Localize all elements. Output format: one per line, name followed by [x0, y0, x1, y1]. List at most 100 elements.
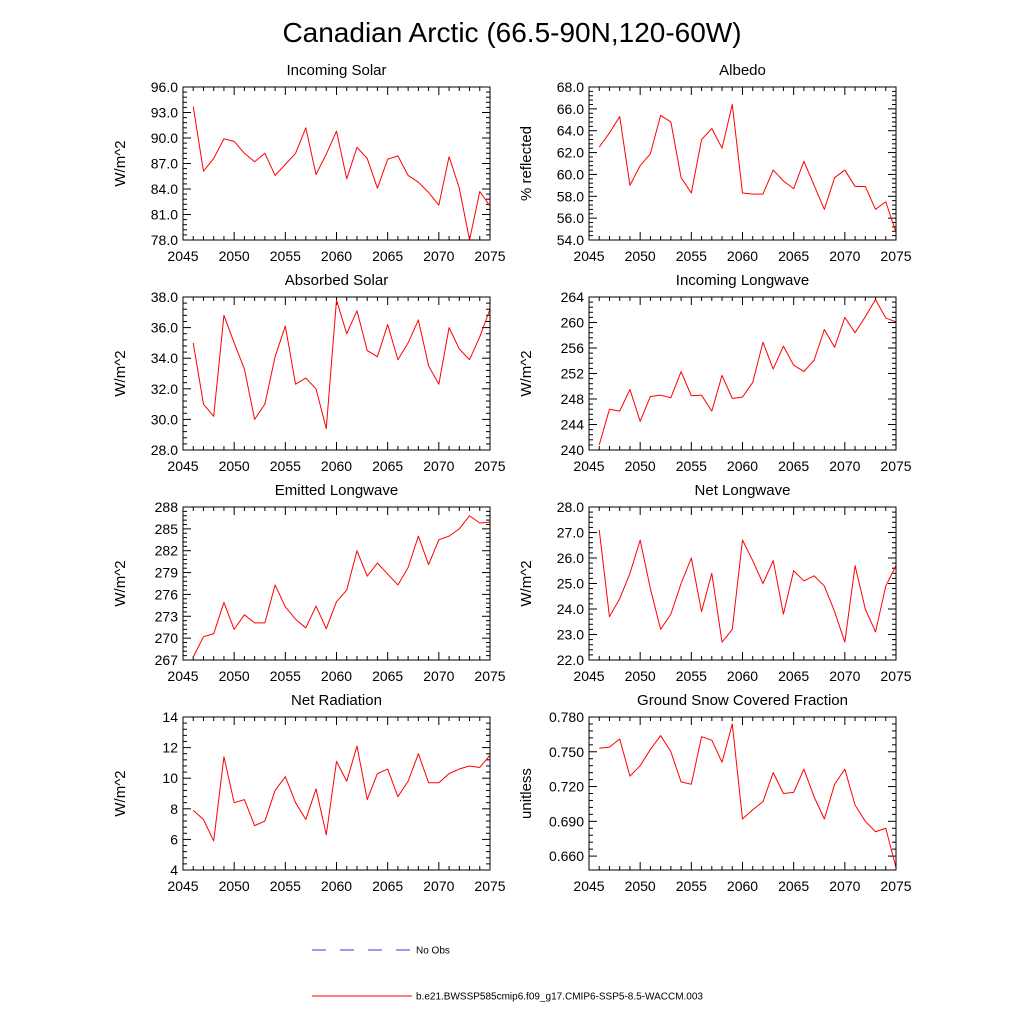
- x-tick-label: 2065: [778, 248, 809, 264]
- y-tick-label: 54.0: [557, 232, 584, 248]
- y-axis-label: W/m^2: [112, 560, 129, 606]
- plot-frame: [588, 506, 897, 661]
- x-tick-label: 2060: [321, 668, 352, 684]
- y-tick-label: 30.0: [151, 411, 178, 427]
- y-tick-label: 22.0: [557, 652, 584, 668]
- y-tick-label: 96.0: [151, 79, 178, 95]
- panel-3: Absorbed Solar 2045 2050 2055 2060 2065 2070 20…: [112, 272, 506, 474]
- x-tick-label: 2065: [372, 458, 403, 474]
- y-tick-label: 248: [561, 391, 585, 407]
- y-tick-label: 279: [155, 565, 179, 581]
- x-tick-label: 2075: [880, 248, 911, 264]
- x-tick-label: 2065: [372, 248, 403, 264]
- x-tick-label: 2070: [829, 668, 860, 684]
- x-tick-label: 2055: [270, 878, 301, 894]
- x-tick-label: 2055: [676, 458, 707, 474]
- series-line: [192, 106, 491, 241]
- panel-title: Absorbed Solar: [285, 272, 388, 289]
- panel-1: Incoming Solar 2045 2050 2055 2060 2065 2070 20…: [112, 62, 506, 264]
- panel-7: Net Radiation 2045 2050 2055 2060 2065 2070 207…: [112, 692, 506, 894]
- y-tick-label: 8: [170, 801, 178, 817]
- x-tick-label: 2065: [372, 668, 403, 684]
- y-tick-label: 282: [155, 543, 179, 559]
- x-tick-label: 2055: [270, 458, 301, 474]
- x-tick-label: 2060: [321, 248, 352, 264]
- y-tick-label: 38.0: [151, 289, 178, 305]
- y-tick-label: 81.0: [151, 207, 178, 223]
- series-line: [598, 529, 897, 643]
- y-tick-label: 14: [162, 709, 178, 725]
- y-axis-label: W/m^2: [518, 560, 535, 606]
- x-tick-label: 2050: [625, 878, 656, 894]
- x-tick-label: 2070: [423, 248, 454, 264]
- y-tick-label: 0.660: [549, 848, 584, 864]
- x-tick-label: 2050: [219, 668, 250, 684]
- plot-frame: [588, 716, 897, 871]
- x-tick-label: 2070: [423, 458, 454, 474]
- y-tick-label: 87.0: [151, 156, 178, 172]
- y-tick-label: 90.0: [151, 130, 178, 146]
- y-tick-label: 28.0: [557, 499, 584, 515]
- y-tick-label: 240: [561, 442, 585, 458]
- x-tick-label: 2060: [321, 458, 352, 474]
- y-tick-label: 264: [561, 289, 585, 305]
- y-tick-label: 58.0: [557, 188, 584, 204]
- x-tick-label: 2045: [573, 878, 604, 894]
- y-axis-label: W/m^2: [112, 770, 129, 816]
- y-tick-label: 78.0: [151, 232, 178, 248]
- plot-frame: [182, 296, 491, 451]
- x-tick-label: 2055: [676, 248, 707, 264]
- x-tick-label: 2045: [167, 458, 198, 474]
- y-tick-label: 267: [155, 652, 179, 668]
- y-tick-label: 64.0: [557, 123, 584, 139]
- panel-2: Albedo 2045 2050 2055 2060 2065 2070 2075 54.0 56…: [518, 62, 912, 264]
- x-tick-label: 2050: [219, 878, 250, 894]
- x-tick-label: 2075: [880, 878, 911, 894]
- y-tick-label: 6: [170, 831, 178, 847]
- panel-8: Ground Snow Covered Fraction 2045 2050 2055…: [518, 692, 912, 894]
- figure-title: Canadian Arctic (66.5-90N,120-60W): [282, 17, 741, 48]
- x-tick-label: 2055: [676, 668, 707, 684]
- y-tick-label: 276: [155, 586, 179, 602]
- series-line: [599, 723, 897, 868]
- y-tick-label: 26.0: [557, 550, 584, 566]
- legend: No Obs b.e21.BWSSP585cmip6.f09_g17.CMIP6-…: [312, 946, 703, 1003]
- plot-frame: [182, 86, 491, 241]
- x-tick-label: 2050: [219, 248, 250, 264]
- x-tick-label: 2060: [321, 878, 352, 894]
- x-tick-label: 2050: [219, 458, 250, 474]
- y-tick-label: 244: [561, 417, 585, 433]
- y-tick-label: 62.0: [557, 145, 584, 161]
- panel-title: Incoming Solar: [286, 62, 386, 79]
- y-tick-label: 273: [155, 608, 179, 624]
- x-tick-label: 2065: [778, 458, 809, 474]
- panels: Incoming Solar 2045 2050 2055 2060 2065 2070 20…: [112, 62, 912, 894]
- series-line: [192, 745, 491, 842]
- y-tick-label: 0.780: [549, 709, 584, 725]
- y-axis-label: % reflected: [518, 126, 535, 201]
- y-tick-label: 285: [155, 521, 179, 537]
- x-tick-label: 2070: [423, 668, 454, 684]
- x-tick-label: 2060: [727, 458, 758, 474]
- y-tick-label: 256: [561, 340, 585, 356]
- y-tick-label: 260: [561, 315, 585, 331]
- x-tick-label: 2045: [167, 248, 198, 264]
- panel-title: Incoming Longwave: [676, 272, 809, 289]
- panel-title: Net Radiation: [291, 692, 382, 709]
- legend-label: No Obs: [416, 946, 450, 957]
- y-tick-label: 56.0: [557, 210, 584, 226]
- x-tick-label: 2065: [778, 878, 809, 894]
- x-tick-label: 2050: [625, 458, 656, 474]
- x-tick-label: 2075: [474, 248, 505, 264]
- x-tick-label: 2050: [625, 248, 656, 264]
- panel-6: Net Longwave 2045 2050 2055 2060 2065 2070 2075…: [518, 482, 912, 684]
- y-tick-label: 24.0: [557, 601, 584, 617]
- y-tick-label: 10: [162, 770, 178, 786]
- y-axis-label: unitless: [518, 768, 535, 819]
- y-axis-label: W/m^2: [518, 350, 535, 396]
- x-tick-label: 2045: [167, 668, 198, 684]
- y-tick-label: 25.0: [557, 576, 584, 592]
- panel-title: Emitted Longwave: [275, 482, 398, 499]
- x-tick-label: 2060: [727, 668, 758, 684]
